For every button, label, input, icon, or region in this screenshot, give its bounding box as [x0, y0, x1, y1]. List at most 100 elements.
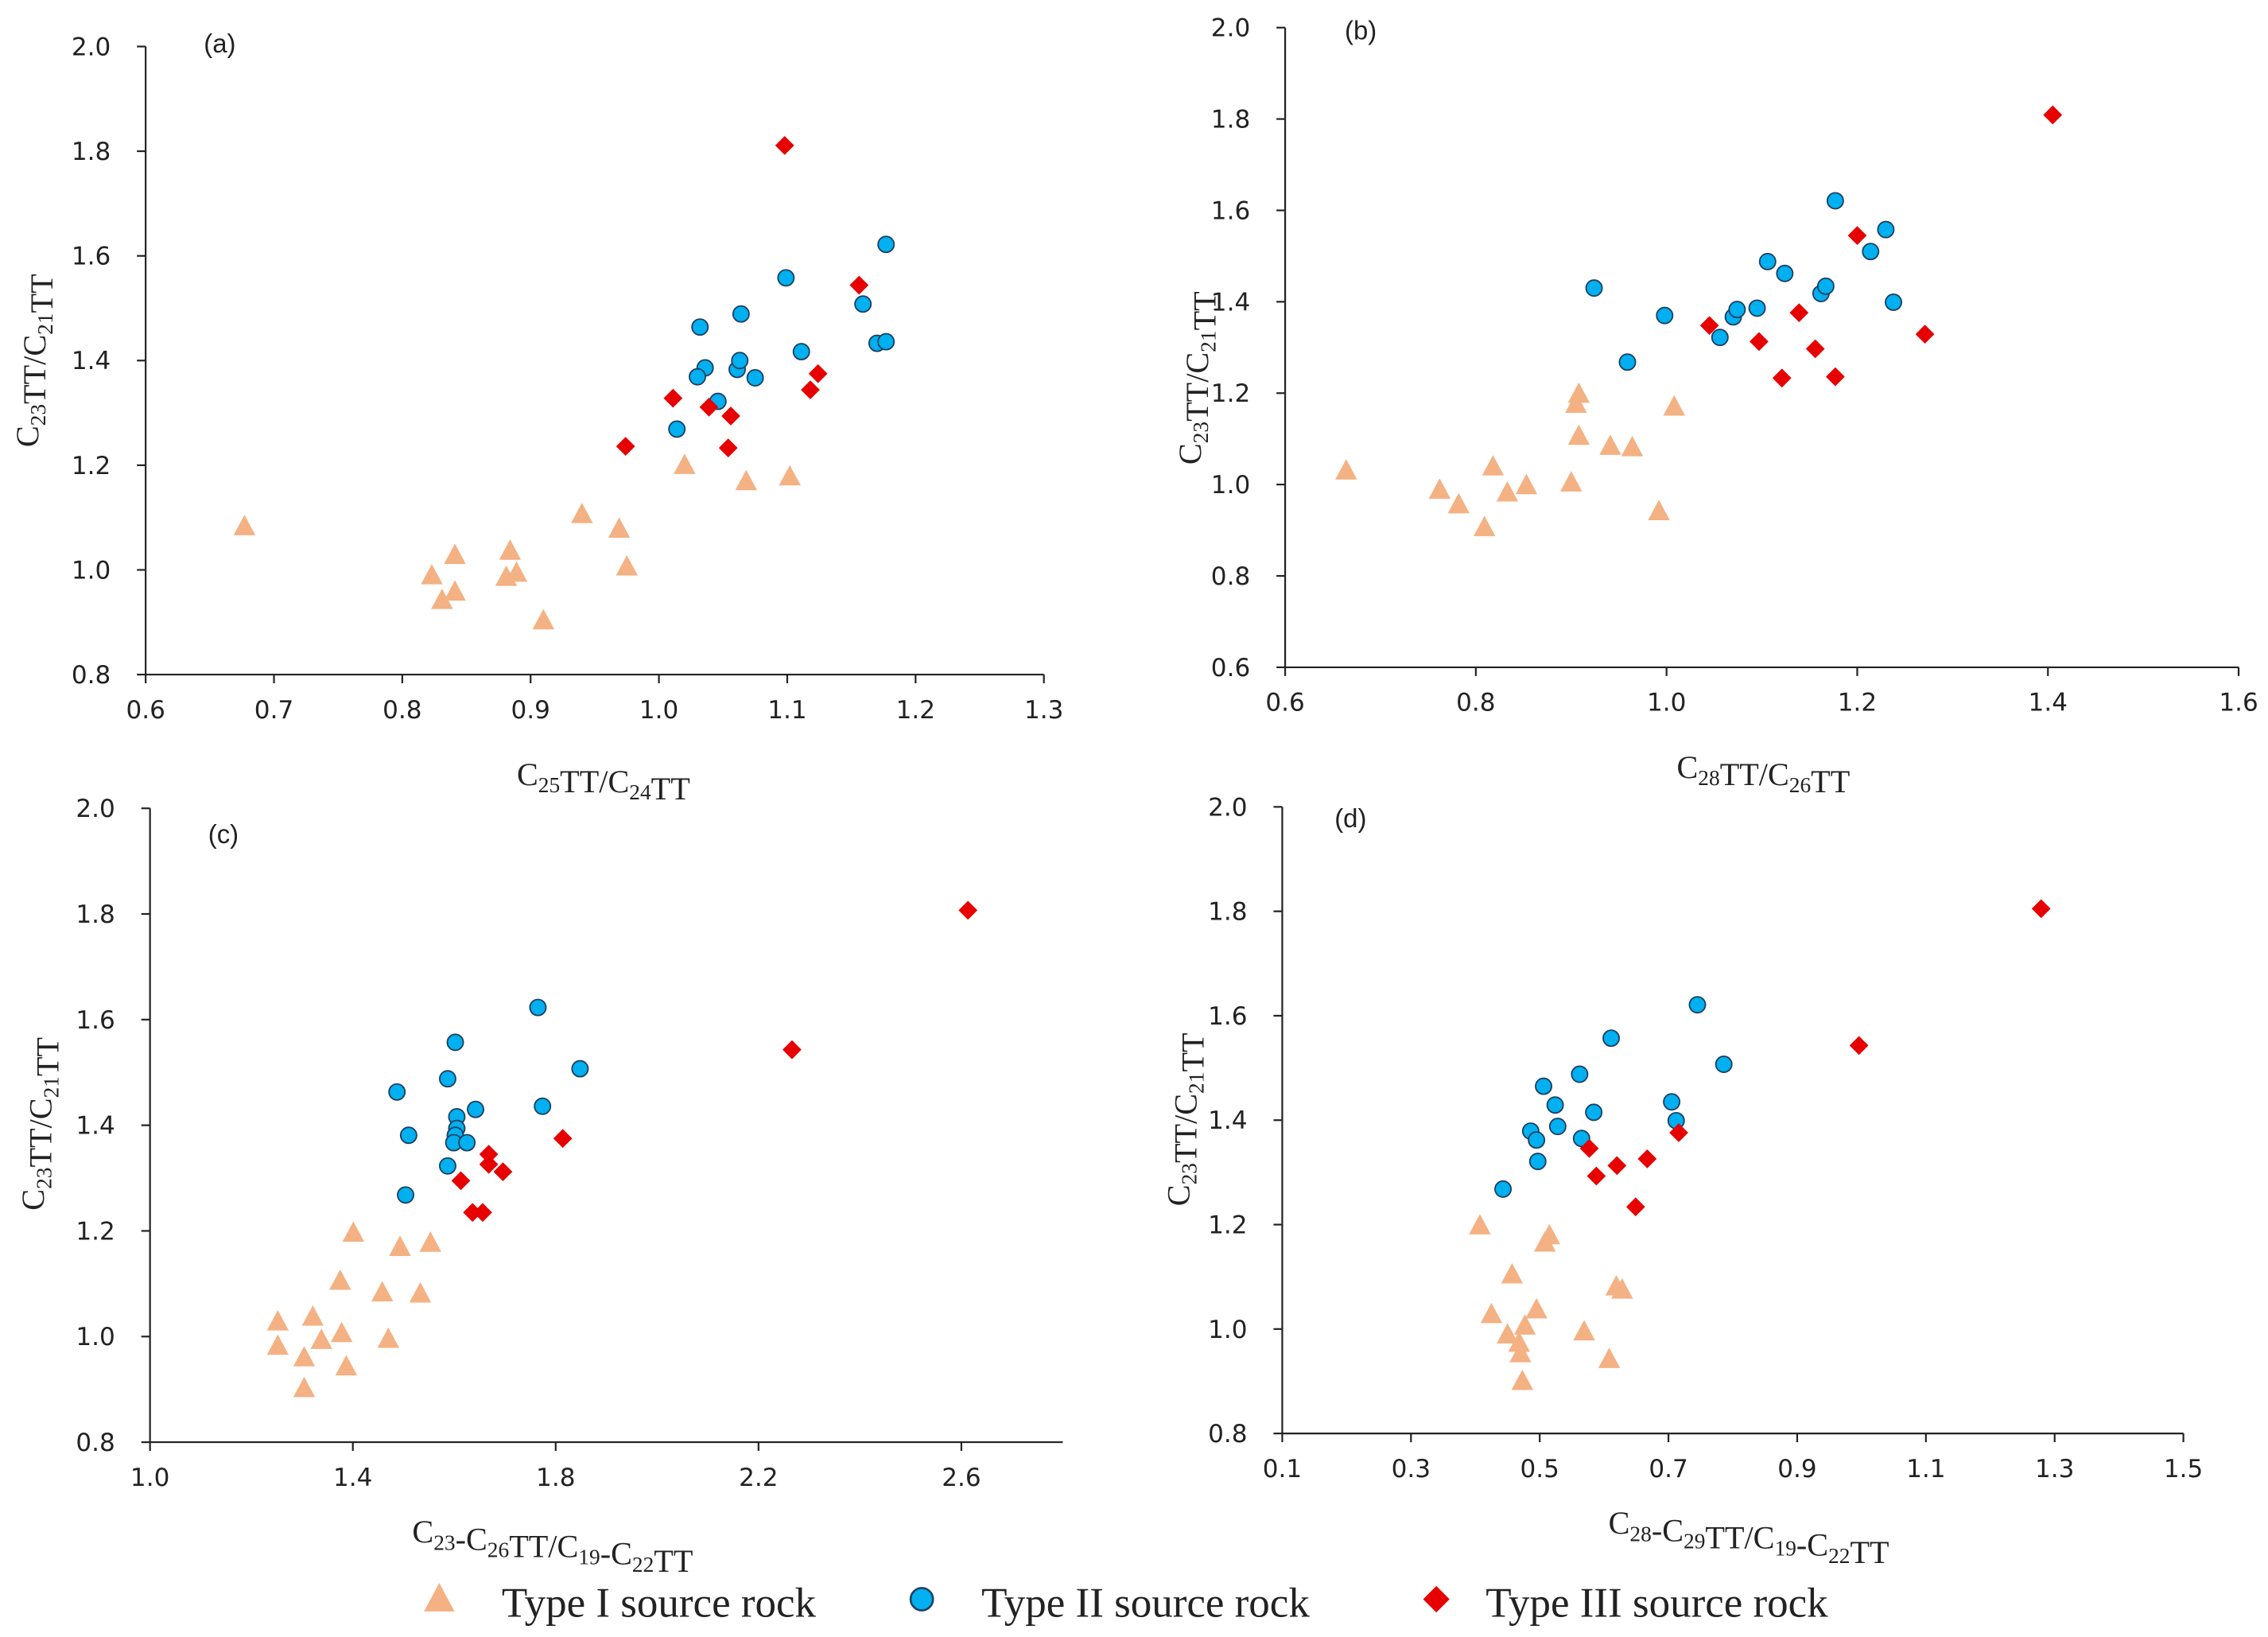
x-tick-label: 1.0: [639, 696, 678, 725]
label-text: TT: [1851, 1534, 1889, 1570]
y-tick-label: 1.4: [72, 347, 111, 375]
label-text: -C: [456, 1521, 487, 1557]
series-3: [616, 135, 869, 458]
y-tick-label: 1.0: [72, 556, 111, 585]
type-i-point: [1515, 473, 1538, 495]
y-tick-label: 0.8: [1211, 562, 1250, 591]
label-subscript: 29: [1684, 1530, 1705, 1553]
type-ii-point: [1571, 1065, 1589, 1083]
x-tick-label: 2.6: [942, 1464, 981, 1492]
type-i-point: [1648, 500, 1670, 521]
label-text: TT/C: [1168, 1094, 1204, 1163]
x-axis-label: C25TT/C24TT: [517, 756, 690, 807]
label-text: C: [517, 756, 538, 792]
type-iii-point: [451, 1171, 471, 1191]
legend-diamond-icon: [1423, 1585, 1450, 1613]
legend-label: Type III source rock: [1485, 1580, 1828, 1626]
type-ii-point: [1663, 1093, 1681, 1111]
series-3: [1699, 105, 2063, 388]
type-i-point: [421, 564, 443, 585]
type-i-point: [371, 1281, 394, 1302]
type-iii-point: [1586, 1166, 1606, 1186]
legend-item: Type II source rock: [909, 1580, 1310, 1626]
label-text: TT: [24, 274, 60, 313]
type-i-point: [571, 503, 593, 523]
x-tick-label: 1.4: [2029, 689, 2068, 717]
y-tick-label: 1.2: [1211, 379, 1250, 408]
y-tick-label: 1.2: [72, 452, 111, 480]
type-iii-point: [663, 388, 683, 408]
type-i-point: [330, 1321, 353, 1343]
x-tick-label: 0.1: [1263, 1455, 1302, 1483]
y-tick-label: 2.0: [1211, 14, 1250, 43]
type-i-point: [1428, 478, 1451, 500]
x-tick-label: 0.6: [1265, 689, 1304, 717]
type-iii-point: [473, 1203, 492, 1223]
type-i-point: [293, 1346, 316, 1367]
label-text: C: [15, 1189, 51, 1211]
label-subscript: 19: [1775, 1537, 1796, 1561]
y-tick-label: 1.6: [72, 243, 111, 271]
type-iii-point: [479, 1154, 499, 1174]
x-tick-label: 1.4: [333, 1464, 372, 1492]
label-text: TT: [654, 1543, 693, 1579]
type-iii-point: [1849, 1036, 1869, 1056]
type-ii-point: [467, 1100, 484, 1118]
label-text: TT/C: [1720, 756, 1789, 792]
type-ii-point: [1758, 252, 1777, 270]
type-iii-point: [1579, 1138, 1599, 1158]
type-i-point: [233, 515, 256, 535]
type-i-point: [342, 1221, 365, 1242]
type-iii-point: [1789, 303, 1809, 323]
type-i-point: [301, 1305, 324, 1326]
y-tick-label: 2.0: [1208, 793, 1247, 822]
type-ii-point: [1877, 220, 1895, 239]
type-ii-point: [397, 1186, 414, 1204]
type-ii-point: [1748, 299, 1766, 317]
series-2: [1494, 996, 1733, 1198]
x-axis-label: C23-C26TT/C19-C22TT: [412, 1514, 693, 1579]
x-tick-label: 1.6: [2219, 689, 2258, 717]
type-i-point: [1511, 1369, 1534, 1390]
x-axis-label: C28-C29TT/C19-C22TT: [1609, 1505, 1889, 1570]
y-tick-label: 1.2: [76, 1217, 115, 1246]
chart-panel-a: 0.6 0.7 0.8 0.9 1.0 1.1 1.2 1.3 0.8 1.0 1.2 1.4 1.6 1…: [10, 29, 1063, 807]
type-i-point: [1560, 471, 1583, 492]
type-ii-point: [668, 420, 686, 438]
type-ii-point: [1885, 293, 1902, 311]
label-subscript: 23: [433, 1530, 455, 1554]
label-subscript: 25: [538, 773, 560, 797]
type-iii-point: [553, 1129, 573, 1149]
type-i-point: [1611, 1277, 1633, 1299]
x-tick-label: 0.6: [126, 696, 165, 725]
x-tick-label: 1.8: [536, 1464, 575, 1492]
y-tick-label: 1.8: [1211, 106, 1250, 134]
type-ii-point: [1546, 1096, 1564, 1114]
legend-item: Type III source rock: [1423, 1580, 1828, 1626]
y-tick-label: 1.8: [76, 900, 115, 929]
label-subscript: 28: [1698, 766, 1719, 790]
y-tick-label: 1.0: [1208, 1316, 1247, 1344]
label-text: TT/C: [22, 1098, 58, 1167]
type-iii-point: [1805, 339, 1825, 359]
type-i-point: [674, 453, 696, 474]
type-ii-point: [1618, 353, 1637, 371]
label-subscript: 21: [1185, 1072, 1209, 1094]
type-i-point: [532, 609, 555, 630]
type-i-point: [310, 1328, 332, 1349]
type-ii-point: [746, 369, 764, 387]
series-1: [1335, 382, 1685, 537]
series-3: [451, 900, 978, 1223]
type-iii-point: [616, 437, 635, 457]
label-text: TT: [651, 771, 690, 807]
x-tick-label: 0.3: [1392, 1455, 1431, 1483]
chart-panel-d: 0.1 0.3 0.5 0.7 0.9 1.1 1.3 1.5 0.8 1.0 1.2 1.4 1.6 1…: [1160, 793, 2203, 1569]
type-i-point: [444, 580, 466, 601]
type-i-point: [444, 543, 466, 565]
type-ii-point: [1728, 301, 1746, 319]
label-subscript: 22: [632, 1553, 654, 1577]
label-text: TT: [1175, 1032, 1211, 1071]
type-iii-point: [2031, 899, 2051, 919]
x-tick-label: 0.5: [1520, 1455, 1559, 1483]
x-tick-label: 1.0: [130, 1464, 169, 1492]
